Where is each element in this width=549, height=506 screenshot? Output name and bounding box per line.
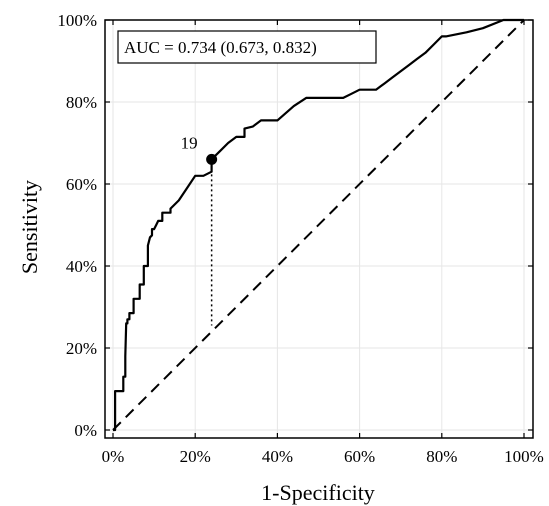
y-tick-label: 40%	[66, 257, 97, 276]
x-tick-label: 60%	[344, 447, 375, 466]
cutoff-point-label: 19	[181, 133, 198, 152]
x-tick-label: 40%	[262, 447, 293, 466]
y-axis-title: Sensitivity	[17, 180, 42, 274]
x-tick-label: 80%	[426, 447, 457, 466]
y-tick-label: 80%	[66, 93, 97, 112]
roc-curve	[113, 18, 524, 432]
x-tick-label: 0%	[102, 447, 125, 466]
x-tick-label: 100%	[504, 447, 544, 466]
cutoff-point-marker	[206, 153, 218, 165]
y-tick-label: 0%	[74, 421, 97, 440]
roc-curve-line	[113, 18, 524, 432]
diagonal-reference-line	[112, 19, 525, 431]
reference-diagonal	[112, 19, 525, 431]
y-tick-label: 60%	[66, 175, 97, 194]
plot-frame	[104, 19, 534, 439]
auc-legend-box: AUC = 0.734 (0.673, 0.832)	[117, 30, 377, 64]
y-tick-label: 20%	[66, 339, 97, 358]
y-tick-label: 100%	[57, 11, 97, 30]
auc-annotation: AUC = 0.734 (0.673, 0.832)	[124, 38, 317, 57]
x-tick-label: 20%	[180, 447, 211, 466]
x-axis-title: 1-Specificity	[261, 480, 375, 505]
axis-ticks: 0% 0% 20% 20% 40% 40% 60% 60% 80% 80% 100% 100%	[57, 11, 544, 466]
highlight-point-group: 19	[181, 133, 218, 326]
